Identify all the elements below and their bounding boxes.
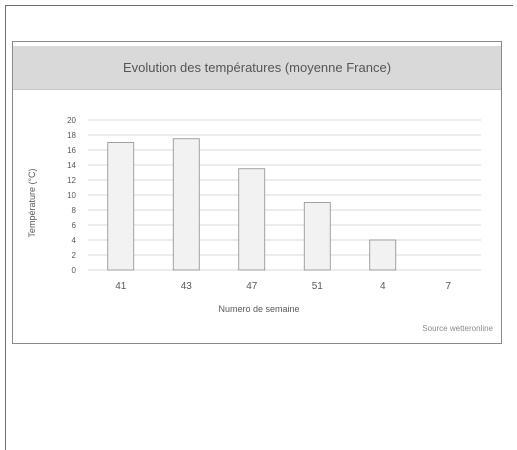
- chart-title-bar: Evolution des températures (moyenne Fran…: [13, 46, 501, 90]
- x-axis-label: Numero de semaine: [218, 304, 299, 314]
- page-frame: [5, 5, 513, 450]
- x-tick-labels: 41 43 47 51 4 7: [115, 281, 451, 292]
- y-tick-label: 6: [72, 221, 77, 230]
- y-tick-label: 4: [72, 236, 77, 245]
- x-tick-label: 47: [246, 281, 258, 292]
- x-tick-label: 7: [445, 281, 451, 292]
- y-tick-label: 10: [67, 191, 76, 200]
- bar-week-43: [172, 138, 200, 271]
- y-tick-label: 16: [67, 146, 76, 155]
- y-tick-label: 18: [67, 131, 76, 140]
- y-axis-label: Température (°C): [27, 168, 37, 237]
- y-tick-label: 2: [72, 251, 77, 260]
- y-tick-label: 0: [72, 266, 77, 275]
- y-tick-labels: 0 2 4 6 8 10 12 14 16 18 20: [67, 116, 76, 275]
- chart-card: Evolution des températures (moyenne Fran…: [12, 41, 502, 344]
- x-tick-label: 51: [312, 281, 324, 292]
- source-note: Source wetteronline: [422, 324, 493, 333]
- chart-title: Evolution des températures (moyenne Fran…: [122, 60, 392, 75]
- bar-week-47: [238, 168, 266, 271]
- bar-week-41: [107, 142, 135, 271]
- y-tick-label: 8: [72, 206, 77, 215]
- grid-layer: [88, 119, 481, 271]
- y-tick-label: 20: [67, 116, 76, 125]
- x-tick-label: 41: [115, 281, 127, 292]
- bar-week-4: [369, 239, 397, 271]
- y-tick-label: 12: [67, 176, 76, 185]
- x-tick-label: 4: [380, 281, 386, 292]
- bar-week-51: [303, 202, 331, 271]
- bar-layer: [107, 138, 397, 271]
- x-tick-label: 43: [181, 281, 193, 292]
- y-tick-label: 14: [67, 161, 76, 170]
